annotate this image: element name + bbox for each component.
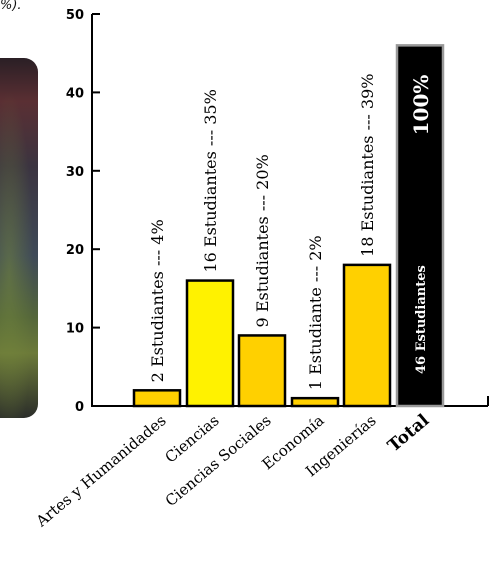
bar xyxy=(132,389,182,408)
caption-fragment: %). xyxy=(0,0,22,13)
y-tick-label: 40 xyxy=(66,86,84,101)
y-tick-label: 50 xyxy=(66,8,84,23)
data-label: 18 Estudiantes --- 39% xyxy=(358,74,377,257)
bar xyxy=(342,263,392,408)
data-label: 9 Estudiantes --- 20% xyxy=(253,154,272,327)
bar xyxy=(290,396,340,408)
category-label: Total xyxy=(384,410,434,456)
data-label: 1 Estudiante --- 2% xyxy=(306,235,325,390)
data-label: 46 Estudiantes xyxy=(414,265,429,374)
chart-bars xyxy=(132,44,445,408)
y-tick-label: 0 xyxy=(75,400,84,415)
y-tick-label: 20 xyxy=(66,243,84,258)
bar xyxy=(185,279,235,408)
y-tick-label: 30 xyxy=(66,165,84,180)
bar xyxy=(237,334,287,408)
bar xyxy=(395,44,445,408)
data-label: 2 Estudiantes --- 4% xyxy=(148,219,167,382)
total-percent-label: 100% xyxy=(409,75,433,136)
photo-fragment xyxy=(0,58,38,418)
category-label: Artes y Humanidades xyxy=(32,411,170,531)
y-tick-label: 10 xyxy=(66,322,84,337)
data-label: 16 Estudiantes --- 35% xyxy=(201,89,220,272)
